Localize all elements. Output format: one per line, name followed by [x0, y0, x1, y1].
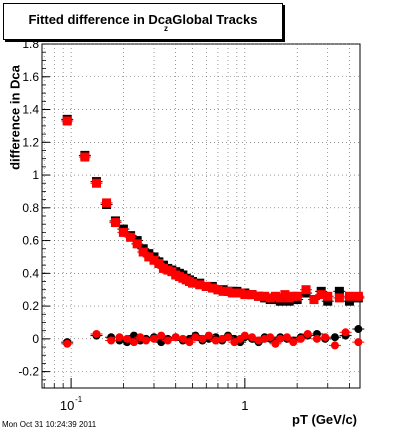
data-point — [266, 333, 275, 342]
y-tick-label: 0.8 — [22, 201, 39, 215]
x-axis-label: pT (GeV/c) — [292, 412, 358, 427]
data-point — [334, 293, 344, 303]
title-box: Fitted difference in DcaGlobal Tracks z — [3, 3, 283, 40]
data-point — [330, 333, 339, 342]
chart-title-main: Fitted difference in Dca — [28, 12, 173, 27]
data-point — [185, 338, 194, 347]
data-point — [136, 333, 145, 342]
data-point — [303, 329, 312, 338]
data-point — [102, 198, 112, 208]
data-point — [301, 285, 311, 295]
data-point — [330, 341, 339, 350]
data-point — [265, 293, 275, 303]
chart-title: Fitted difference in DcaGlobal Tracks — [4, 12, 282, 27]
data-point — [115, 333, 124, 342]
data-point — [276, 334, 285, 343]
data-point — [230, 338, 239, 347]
data-point — [123, 334, 132, 343]
data-point — [271, 339, 280, 348]
data-point — [254, 291, 264, 301]
data-point — [289, 338, 298, 347]
data-point — [344, 296, 354, 306]
data-point — [188, 278, 198, 288]
data-point — [354, 338, 363, 347]
y-tick-label: 1.4 — [22, 103, 39, 117]
data-point — [213, 285, 223, 295]
data-point — [195, 280, 205, 290]
y-tick-label: 0.2 — [22, 299, 39, 313]
data-point — [149, 255, 159, 265]
data-point — [157, 331, 166, 340]
data-point — [275, 293, 285, 303]
data-point — [240, 331, 249, 340]
data-point — [201, 281, 211, 291]
x-tick-label: 10 — [60, 398, 74, 413]
data-point — [341, 328, 350, 337]
chart-title-suffix: Global Tracks — [172, 12, 258, 27]
x-tick-label: 1 — [241, 398, 248, 413]
data-point — [323, 296, 333, 306]
data-point — [247, 290, 257, 300]
y-tick-label: 0 — [32, 332, 39, 346]
x-tick-label-exponent: -1 — [75, 395, 83, 404]
data-point — [344, 291, 354, 301]
y-tick-label: 1 — [32, 168, 39, 182]
y-tick-label: 0.4 — [22, 266, 39, 280]
data-point — [292, 291, 302, 301]
data-point — [204, 331, 213, 340]
data-point — [126, 232, 136, 242]
data-point — [107, 336, 116, 345]
y-tick-label: -0.2 — [18, 365, 39, 379]
data-point — [248, 333, 257, 342]
data-point — [321, 333, 330, 342]
data-point — [354, 325, 363, 334]
data-point — [191, 333, 200, 342]
data-point — [353, 291, 363, 301]
data-point — [80, 152, 90, 162]
chart-title-subscript: z — [164, 24, 168, 33]
data-point — [240, 290, 250, 300]
data-point — [142, 336, 151, 345]
data-point — [309, 295, 319, 305]
data-point — [270, 291, 280, 301]
y-tick-label: 1.2 — [22, 135, 39, 149]
y-tick-label: 1.6 — [22, 70, 39, 84]
data-point — [110, 218, 120, 228]
data-point — [316, 290, 326, 300]
data-point — [91, 178, 101, 188]
data-point — [62, 116, 72, 126]
data-point — [178, 334, 187, 343]
data-point — [260, 291, 270, 301]
data-point — [129, 338, 138, 347]
data-point — [144, 252, 154, 262]
data-point — [334, 286, 344, 296]
data-point — [154, 259, 164, 269]
data-point — [163, 336, 172, 345]
data-point — [132, 239, 142, 249]
data-point — [323, 291, 333, 301]
y-tick-label: 1.8 — [22, 37, 39, 51]
data-point — [296, 334, 305, 343]
data-point — [118, 227, 128, 237]
data-point — [149, 334, 158, 343]
data-point — [63, 339, 72, 348]
data-point — [312, 334, 321, 343]
data-point — [92, 329, 101, 338]
data-point — [224, 333, 233, 342]
data-point — [223, 286, 233, 296]
data-point — [198, 334, 207, 343]
y-axis-label: difference in Dca — [7, 65, 23, 170]
timestamp: Mon Oct 31 10:24:39 2011 — [2, 420, 97, 429]
data-point — [207, 283, 217, 293]
data-point — [138, 247, 148, 257]
data-point — [283, 333, 292, 342]
y-tick-label: 0.6 — [22, 234, 39, 248]
data-point — [171, 333, 180, 342]
